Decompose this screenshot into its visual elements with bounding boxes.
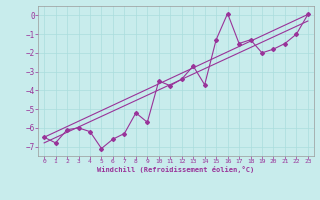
X-axis label: Windchill (Refroidissement éolien,°C): Windchill (Refroidissement éolien,°C)	[97, 166, 255, 173]
